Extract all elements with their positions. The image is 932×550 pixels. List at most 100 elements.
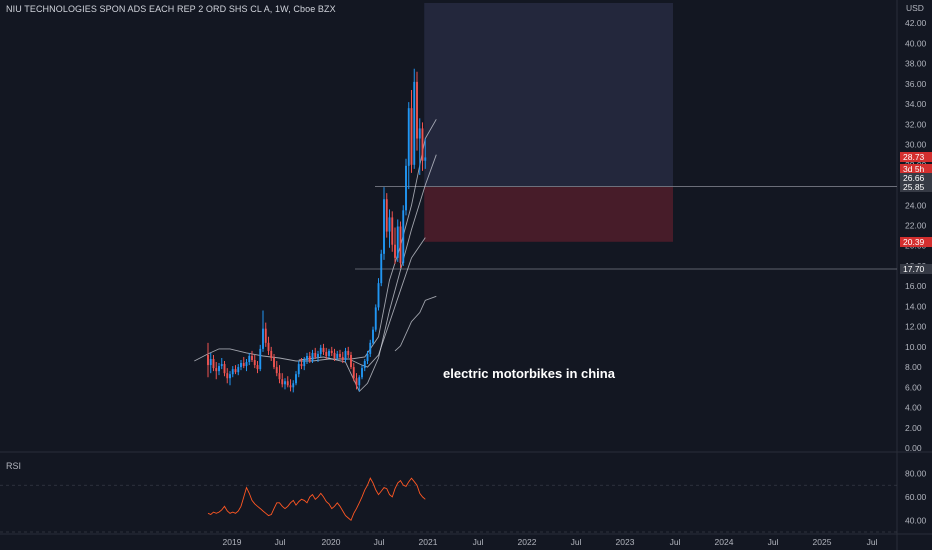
candle-body xyxy=(231,369,234,375)
price-tick-label: 14.00 xyxy=(905,301,927,311)
candle-body xyxy=(341,356,344,361)
price-tick-label: 10.00 xyxy=(905,342,927,352)
candle-body xyxy=(333,352,336,358)
candle-body xyxy=(245,362,248,367)
price-tick-label: 8.00 xyxy=(905,362,922,372)
rsi-label: RSI xyxy=(6,461,22,471)
candle-body xyxy=(366,353,369,362)
time-tick-label: Jul xyxy=(768,537,779,547)
time-tick-label: 2019 xyxy=(223,537,242,547)
price-tag-label: 28.73 xyxy=(903,152,925,162)
candle-body xyxy=(308,355,311,362)
price-tag xyxy=(900,182,932,192)
candle-body xyxy=(394,244,396,258)
candle-body xyxy=(361,368,363,378)
stop-zone xyxy=(424,186,673,242)
chart-title: NIU TECHNOLOGIES SPON ADS EACH REP 2 ORD… xyxy=(6,4,336,14)
candle-body xyxy=(275,367,278,374)
candle-body xyxy=(218,366,220,372)
candle-body xyxy=(286,381,289,386)
candle-body xyxy=(306,355,308,361)
candle-body xyxy=(295,374,297,384)
candle-body xyxy=(374,307,377,330)
candle-body xyxy=(207,354,209,366)
candle-body xyxy=(322,347,325,352)
time-tick-label: Jul xyxy=(571,537,582,547)
price-tick-label: 6.00 xyxy=(905,382,922,392)
candle-body xyxy=(383,199,385,254)
candle-body xyxy=(281,379,284,385)
time-tick-label: 2025 xyxy=(813,537,832,547)
target-zone xyxy=(424,3,673,187)
time-tick-label: Jul xyxy=(473,537,484,547)
candle-body xyxy=(297,364,300,375)
candle-body xyxy=(240,363,242,368)
price-tick-label: 12.00 xyxy=(905,322,927,332)
candle-body xyxy=(347,350,350,355)
candle-body xyxy=(350,354,352,368)
time-tick-label: 2023 xyxy=(616,537,635,547)
candle-body xyxy=(226,373,229,379)
candle-body xyxy=(317,353,319,357)
moving-average-line-4 xyxy=(394,295,437,352)
candle-body xyxy=(264,328,267,343)
candle-body xyxy=(242,363,245,367)
candle-body xyxy=(220,364,223,367)
candle-body xyxy=(372,329,374,343)
candle-body xyxy=(424,157,427,161)
candle-body xyxy=(339,353,341,357)
candle-body xyxy=(311,352,314,362)
price-tick-label: 24.00 xyxy=(905,200,927,210)
candle-body xyxy=(212,359,215,369)
candle-body xyxy=(344,350,347,361)
time-tick-label: Jul xyxy=(670,537,681,547)
candle-body xyxy=(234,369,237,373)
candle-body xyxy=(262,328,264,349)
price-tick-label: 36.00 xyxy=(905,79,927,89)
candle-body xyxy=(259,348,262,370)
moving-average-line-2 xyxy=(298,154,437,393)
candle-body xyxy=(229,374,231,379)
candle-body xyxy=(209,359,212,366)
price-tick-label: 22.00 xyxy=(905,221,927,231)
candle-body xyxy=(267,342,270,351)
candle-body xyxy=(292,383,295,388)
price-tag-label: 17.70 xyxy=(903,264,925,274)
candle-body xyxy=(270,350,273,358)
candle-body xyxy=(289,385,292,388)
candle-body xyxy=(402,210,405,263)
candle-body xyxy=(399,226,402,263)
price-tag-label: 3d 5h xyxy=(903,164,925,174)
price-tick-label: 42.00 xyxy=(905,18,927,28)
time-tick-label: 2022 xyxy=(518,537,537,547)
price-tick-label: 38.00 xyxy=(905,59,927,69)
price-tag xyxy=(900,152,932,162)
candle-body xyxy=(237,367,240,373)
candle-body xyxy=(248,355,251,363)
candle-body xyxy=(256,365,259,370)
price-tag xyxy=(900,173,932,183)
candle-body xyxy=(405,165,407,211)
price-tag-label: 25.85 xyxy=(903,182,925,192)
candle-body xyxy=(416,81,418,139)
candle-body xyxy=(284,381,286,385)
annotation-text: electric motorbikes in china xyxy=(443,366,616,381)
candle-body xyxy=(369,342,372,354)
candle-body xyxy=(396,226,399,258)
candle-body xyxy=(314,352,317,357)
candle-body xyxy=(380,253,383,284)
price-tick-label: 16.00 xyxy=(905,281,927,291)
candle-body xyxy=(273,357,275,368)
moving-average-line-3 xyxy=(350,237,426,368)
price-tag xyxy=(900,264,932,274)
time-tick-label: Jul xyxy=(275,537,286,547)
candle-body xyxy=(388,217,391,232)
candle-body xyxy=(278,373,281,380)
candle-body xyxy=(325,351,328,356)
price-tick-label: 0.00 xyxy=(905,443,922,453)
price-tick-label: 34.00 xyxy=(905,99,927,109)
price-tick-label: 32.00 xyxy=(905,119,927,129)
candle-body xyxy=(300,364,303,367)
